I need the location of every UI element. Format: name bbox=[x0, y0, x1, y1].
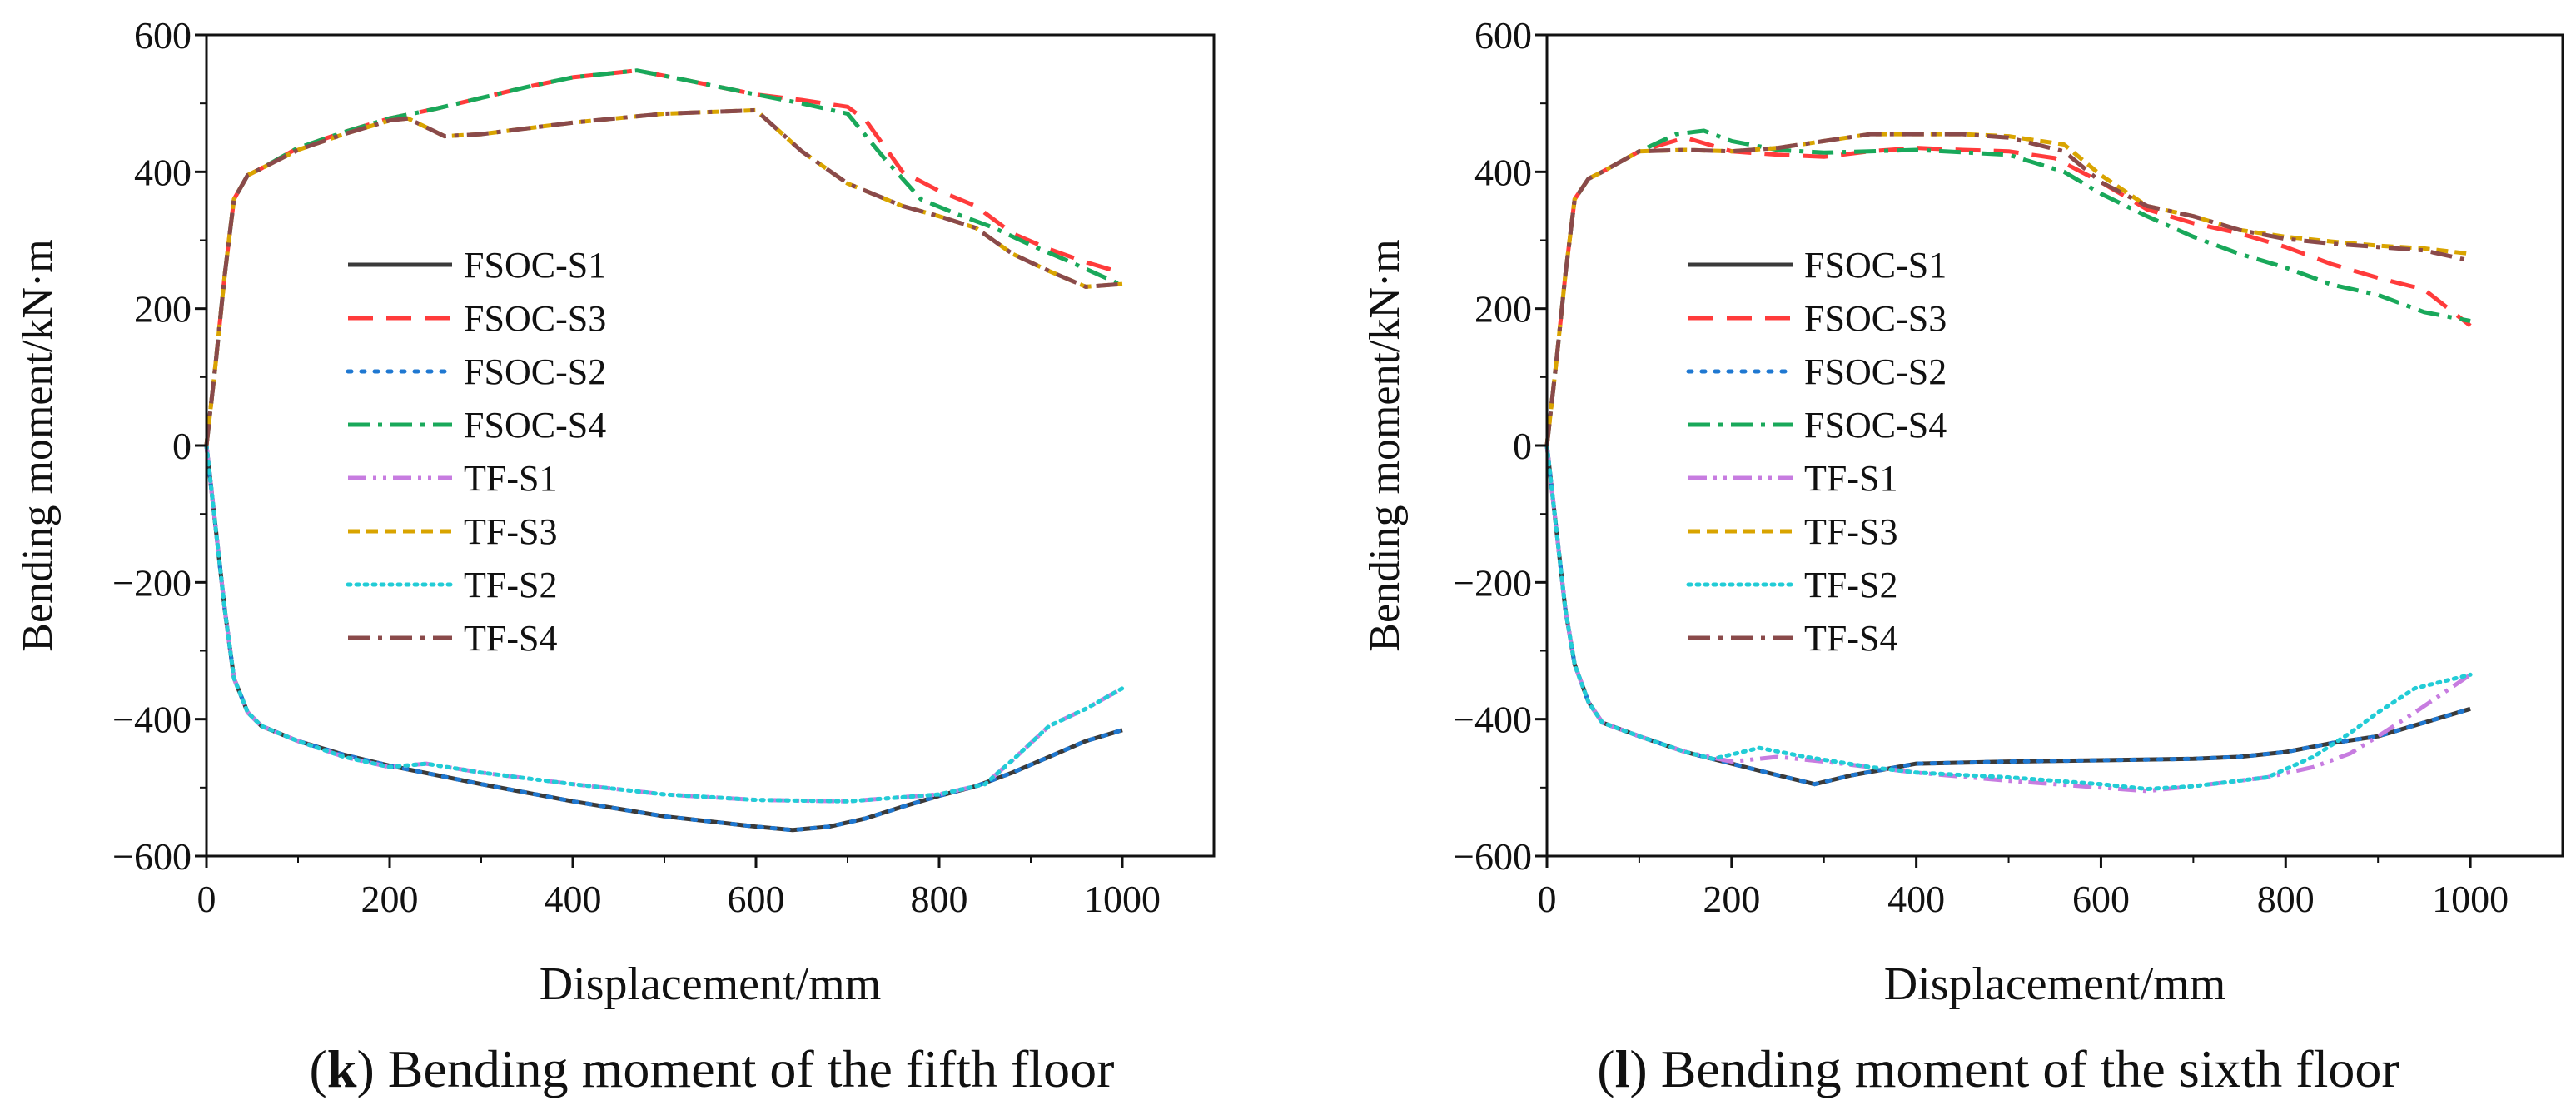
y-tick-label: −200 bbox=[112, 561, 191, 604]
series-line-tf-s3 bbox=[204, 107, 1123, 446]
y-tick-label: 200 bbox=[134, 288, 191, 331]
legend-label: TF-S2 bbox=[464, 565, 557, 605]
legend-label: TF-S1 bbox=[1804, 458, 1897, 499]
y-tick-label: −400 bbox=[112, 699, 191, 741]
axes: 0 200 400 600 800 1000 −600 −400 −200 0 200 400 600 bbox=[1453, 14, 2509, 920]
plot-area bbox=[1544, 128, 2473, 794]
plot-frame bbox=[205, 33, 1216, 858]
legend-label: FSOC-S2 bbox=[464, 351, 606, 392]
y-tick-label: −600 bbox=[1453, 835, 1532, 878]
series-line-fsoc-s1 bbox=[204, 445, 1123, 833]
legend-label: FSOC-S4 bbox=[1804, 405, 1947, 446]
y-axis-label: Bending moment/kN·m bbox=[1361, 239, 1409, 651]
series-line-fsoc-s3 bbox=[204, 68, 1123, 446]
legend-label: TF-S3 bbox=[1804, 511, 1897, 552]
axes: 0 200 400 600 800 1000 −600 −400 −200 0 200 400 600 bbox=[112, 14, 1161, 920]
legend-label: TF-S4 bbox=[464, 618, 557, 659]
y-tick-label: 600 bbox=[1474, 14, 1532, 57]
series-line-fsoc-s2 bbox=[1544, 443, 2473, 787]
series-line-fsoc-s2 bbox=[204, 443, 1125, 833]
series-line-tf-s1 bbox=[1544, 445, 2472, 794]
y-tick-label: 400 bbox=[134, 151, 191, 193]
caption-k: (k) Bending moment of the fifth floor bbox=[310, 1039, 1115, 1098]
legend-label: FSOC-S2 bbox=[1804, 351, 1947, 392]
legend: FSOC-S1 FSOC-S3 FSOC-S2 FSOC-S4 TF-S1 TF-S3 TF… bbox=[346, 245, 606, 659]
legend-label: FSOC-S1 bbox=[464, 245, 606, 286]
legend-label: TF-S1 bbox=[464, 458, 557, 499]
x-axis-label: Displacement/mm bbox=[1884, 958, 2226, 1010]
series-line-tf-s2 bbox=[1544, 443, 2473, 791]
plot-area bbox=[204, 68, 1125, 833]
y-tick-label: −600 bbox=[112, 835, 191, 878]
y-tick-label: −200 bbox=[1453, 561, 1532, 604]
x-axis-label: Displacement/mm bbox=[540, 958, 882, 1010]
y-tick-label: 0 bbox=[172, 425, 191, 467]
x-tick-label: 800 bbox=[2257, 878, 2315, 920]
series-line-tf-s2 bbox=[204, 443, 1125, 804]
series-line-tf-s3 bbox=[1544, 132, 2471, 446]
chart-panel-fifth-floor: 0 200 400 600 800 1000−600−400−2000200400600 … bbox=[14, 14, 1216, 1098]
x-tick-label: 400 bbox=[1887, 878, 1945, 920]
series-line-fsoc-s1 bbox=[1544, 445, 2471, 787]
y-axis-label: Bending moment/kN·m bbox=[14, 239, 62, 651]
x-tick-label: 800 bbox=[911, 878, 968, 920]
x-tick-label: 0 bbox=[197, 878, 216, 920]
legend: FSOC-S1 FSOC-S3 FSOC-S2 FSOC-S4 TF-S1 TF-S3 TF… bbox=[1686, 245, 1947, 659]
y-tick-label: 200 bbox=[1474, 288, 1532, 331]
x-tick-label: 200 bbox=[361, 878, 419, 920]
x-tick-label: 0 bbox=[1538, 878, 1557, 920]
legend-label: TF-S2 bbox=[1804, 565, 1897, 605]
legend-label: TF-S4 bbox=[1804, 618, 1897, 659]
x-tick-label: 200 bbox=[1703, 878, 1760, 920]
legend-label: FSOC-S1 bbox=[1804, 245, 1947, 286]
legend-label: FSOC-S3 bbox=[1804, 298, 1947, 339]
x-tick-label: 1000 bbox=[1084, 878, 1161, 920]
series-line-fsoc-s4 bbox=[1544, 128, 2471, 446]
series-line-fsoc-s3 bbox=[1544, 135, 2472, 446]
x-tick-label: 600 bbox=[728, 878, 785, 920]
y-tick-label: 0 bbox=[1513, 425, 1532, 467]
y-tick-label: −400 bbox=[1453, 699, 1532, 741]
caption-l: (l) Bending moment of the sixth floor bbox=[1597, 1039, 2399, 1098]
legend-label: FSOC-S3 bbox=[464, 298, 606, 339]
legend-label: FSOC-S4 bbox=[464, 405, 606, 446]
legend-label: TF-S3 bbox=[464, 511, 557, 552]
y-tick-label: 400 bbox=[1474, 151, 1532, 193]
series-line-fsoc-s4 bbox=[204, 68, 1124, 446]
x-tick-label: 400 bbox=[545, 878, 602, 920]
x-tick-label: 600 bbox=[2072, 878, 2130, 920]
chart-panel-sixth-floor: 0 200 400 600 800 1000−600−400−2000200400600 … bbox=[1361, 14, 2564, 1098]
series-line-tf-s4 bbox=[1544, 132, 2471, 446]
series-line-tf-s1 bbox=[204, 445, 1124, 804]
y-tick-label: 600 bbox=[134, 14, 191, 57]
x-tick-label: 1000 bbox=[2432, 878, 2509, 920]
series-line-tf-s4 bbox=[204, 107, 1123, 446]
